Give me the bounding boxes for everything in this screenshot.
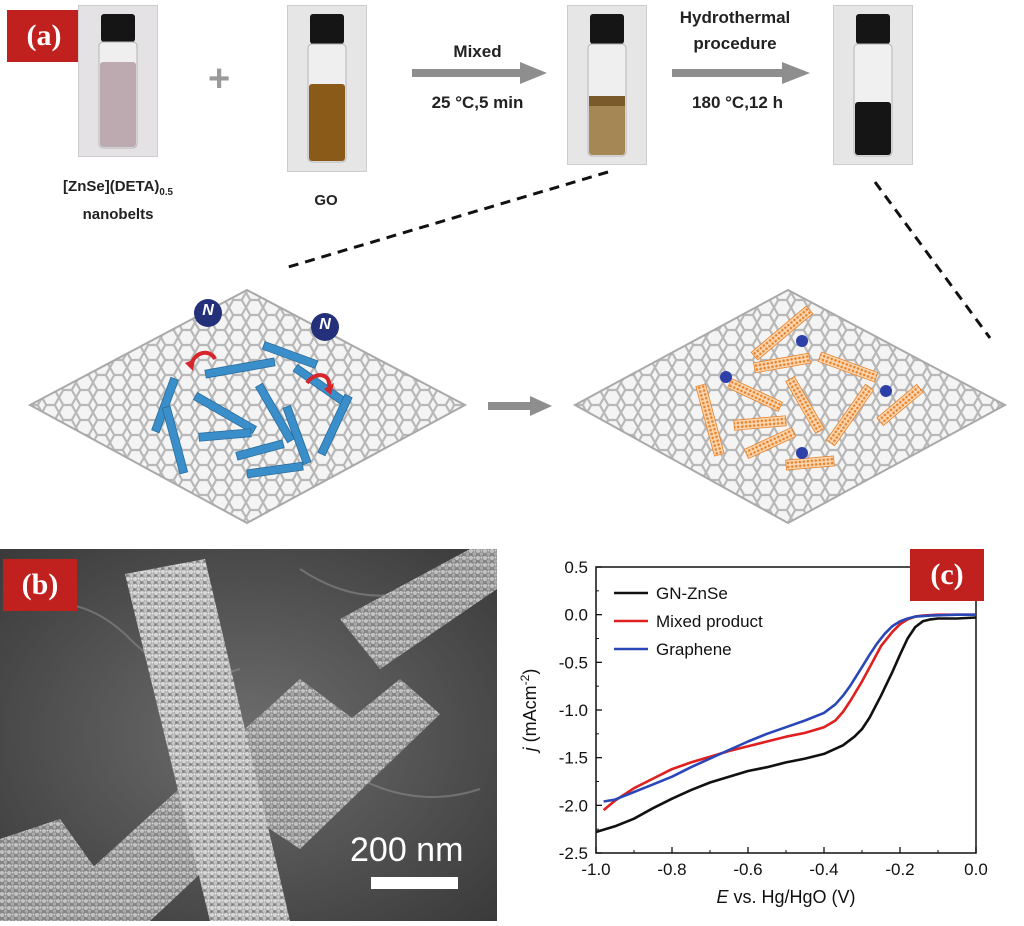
y-tick-label: -0.5 bbox=[559, 653, 588, 672]
x-axis-label: E vs. Hg/HgO (V) bbox=[716, 887, 855, 907]
vial-hydrothermal bbox=[833, 5, 913, 165]
step1-label: Mixed bbox=[453, 42, 502, 61]
y-tick-label: -2.5 bbox=[559, 844, 588, 863]
n-dopant-dots bbox=[720, 335, 892, 459]
vial-mixed-image bbox=[568, 6, 646, 164]
panel-b-label: (b) bbox=[3, 559, 77, 611]
plot-frame bbox=[595, 566, 977, 854]
vial-mixed bbox=[567, 5, 647, 165]
sem-image bbox=[0, 549, 497, 921]
zoom-line-right bbox=[873, 181, 992, 339]
x-tick-label: -0.4 bbox=[809, 860, 838, 879]
y-tick-label: -1.5 bbox=[559, 749, 588, 768]
step1-arrow bbox=[412, 62, 547, 84]
n-circle-right bbox=[311, 313, 339, 341]
vial-hydrothermal-image bbox=[834, 6, 912, 164]
n-label-right: N bbox=[319, 316, 331, 333]
panel-c: -1.0 -0.8 -0.6 -0.4 -0.2 0.0 0.5 0.0 -0.5 -1.0 -1.… bbox=[500, 549, 1024, 921]
plus-sign: + bbox=[208, 58, 231, 100]
step2-label-line2: procedure bbox=[693, 34, 777, 53]
legend-label-2: Graphene bbox=[656, 640, 732, 659]
scale-bar bbox=[371, 877, 458, 889]
y-tick-label: 0.5 bbox=[564, 558, 588, 577]
legend-label-1: Mixed product bbox=[656, 612, 763, 631]
series-line-0 bbox=[595, 616, 977, 834]
graphene-sheet-before bbox=[27, 288, 468, 525]
n-circle-left bbox=[194, 299, 222, 327]
step1-conditions: 25 °C,5 min bbox=[431, 93, 524, 112]
y-axis-label: j (mAcm-2) bbox=[518, 669, 540, 755]
step2-label-line1: Hydrothermal bbox=[679, 8, 791, 27]
series-line-2 bbox=[603, 613, 976, 803]
x-tick-label: 0.0 bbox=[964, 860, 988, 879]
x-tick-label: -0.8 bbox=[657, 860, 686, 879]
nanobelts bbox=[151, 341, 353, 479]
y-tick-label: -2.0 bbox=[559, 796, 588, 815]
x-tick-label: -0.6 bbox=[733, 860, 762, 879]
step2-arrow bbox=[672, 62, 810, 84]
legend-label-0: GN-ZnSe bbox=[656, 584, 728, 603]
panel-a: (a) [ZnSe](DETA)0.5 nanobelts + GO Mixed… bbox=[7, 5, 1008, 525]
y-tick-label: -1.0 bbox=[559, 701, 588, 720]
vial-znse-deta bbox=[78, 5, 158, 157]
n-label-left: N bbox=[202, 302, 214, 319]
vial-go-caption: GO bbox=[314, 192, 338, 209]
panel-a-label: (a) bbox=[7, 10, 81, 62]
caption-nanobelts: nanobelts bbox=[82, 206, 154, 223]
zoom-line-left bbox=[284, 170, 609, 270]
caption-sub: 0.5 bbox=[159, 187, 173, 198]
y-tick-label: 0.0 bbox=[564, 606, 588, 625]
step2-conditions: 180 °C,12 h bbox=[692, 93, 783, 112]
graphene-sheet-after bbox=[572, 288, 1008, 525]
red-arrow-right bbox=[305, 373, 332, 388]
vial-go-image bbox=[288, 6, 366, 171]
panel-b: (b) 200 nm bbox=[0, 549, 497, 921]
x-tick-label: -0.2 bbox=[885, 860, 914, 879]
vial-znse-deta-image bbox=[79, 6, 157, 156]
x-tick-label: -1.0 bbox=[581, 860, 610, 879]
vial-go bbox=[287, 5, 367, 172]
scale-bar-text: 200 nm bbox=[350, 831, 464, 869]
panel-c-label: (c) bbox=[910, 549, 984, 601]
transform-arrow bbox=[488, 396, 552, 416]
lsv-chart: -1.0 -0.8 -0.6 -0.4 -0.2 0.0 0.5 0.0 -0.5 -1.0 -1.… bbox=[518, 558, 988, 907]
caption-znse-deta: [ZnSe](DETA) bbox=[63, 178, 160, 195]
vial-znse-deta-caption: [ZnSe](DETA)0.5 nanobelts bbox=[48, 176, 188, 226]
zoom-lines bbox=[284, 170, 992, 339]
